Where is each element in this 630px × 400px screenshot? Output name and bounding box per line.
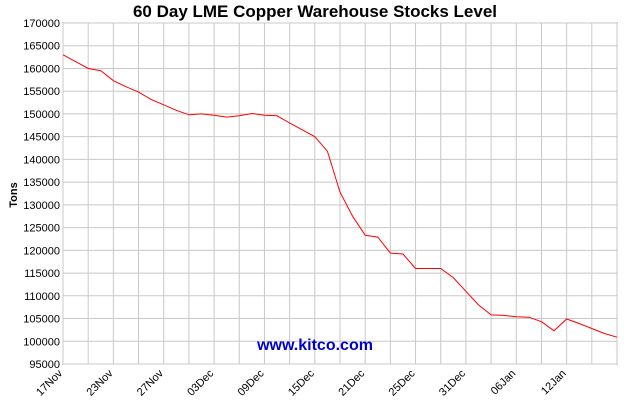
- y-tick-label: 105000: [23, 314, 60, 326]
- y-tick-label: 140000: [23, 154, 60, 166]
- data-point: [87, 67, 90, 70]
- y-tick-label: 100000: [23, 336, 60, 348]
- y-tick-label: 110000: [24, 291, 60, 303]
- data-point: [175, 109, 178, 112]
- data-point: [527, 316, 530, 319]
- y-tick-label: 115000: [24, 268, 60, 280]
- data-point: [540, 320, 543, 323]
- x-tick-label: 31Dec: [437, 367, 468, 398]
- series-group: [62, 53, 619, 339]
- y-tick-label: 150000: [23, 109, 60, 121]
- data-point: [515, 315, 518, 318]
- x-tick-label: 15Dec: [286, 367, 317, 398]
- y-tick-label: 95000: [29, 359, 60, 371]
- data-point: [225, 116, 228, 119]
- y-tick-label: 120000: [23, 245, 60, 257]
- data-point: [439, 267, 442, 270]
- y-axis-label: Tons: [8, 182, 20, 207]
- data-point: [553, 329, 556, 332]
- x-tick-label: 17Nov: [34, 367, 65, 398]
- x-tick-label: 23Nov: [85, 367, 116, 398]
- data-point: [578, 322, 581, 325]
- chart-title: 60 Day LME Copper Warehouse Stocks Level: [133, 2, 497, 21]
- data-point: [288, 122, 291, 125]
- data-point: [250, 112, 253, 115]
- watermark: www.kitco.com: [256, 337, 373, 354]
- x-tick-label: 27Nov: [135, 367, 166, 398]
- x-tick-label: 21Dec: [336, 367, 367, 398]
- y-tick-label: 160000: [23, 63, 60, 75]
- data-point: [276, 114, 279, 117]
- y-tick-labels: 95000 100000 105000 110000 115000 120000 12500…: [23, 18, 60, 371]
- data-point: [162, 103, 165, 106]
- data-point: [565, 317, 568, 320]
- data-point: [200, 112, 203, 115]
- data-point: [502, 314, 505, 317]
- data-point: [313, 135, 316, 138]
- data-point: [74, 60, 77, 63]
- y-tick-label: 155000: [23, 86, 60, 98]
- x-tick-labels: 17Nov 23Nov 27Nov 03Dec 09Dec 15Dec 21Dec 25Dec…: [34, 367, 569, 398]
- data-point: [477, 303, 480, 306]
- data-point: [616, 336, 619, 339]
- y-tick-label: 125000: [23, 223, 60, 235]
- data-point: [603, 332, 606, 335]
- series-line: [62, 54, 618, 338]
- x-tick-label: 06Jan: [489, 368, 519, 398]
- data-point: [301, 128, 304, 131]
- data-point: [137, 91, 140, 94]
- y-tick-label: 135000: [23, 177, 60, 189]
- data-point: [389, 252, 392, 255]
- data-point: [62, 53, 65, 56]
- data-point: [490, 313, 493, 316]
- data-point: [124, 85, 127, 88]
- data-point: [351, 215, 354, 218]
- data-point: [326, 150, 329, 153]
- data-point: [213, 114, 216, 117]
- x-tick-label: 03Dec: [185, 367, 216, 398]
- data-point: [452, 276, 455, 279]
- data-point: [99, 69, 102, 72]
- y-tick-label: 145000: [23, 132, 60, 144]
- y-tick-label: 170000: [23, 18, 60, 30]
- data-point: [364, 234, 367, 237]
- data-point: [464, 290, 467, 293]
- data-point: [187, 113, 190, 116]
- data-point: [401, 252, 404, 255]
- grid-lines: [62, 22, 618, 365]
- data-point: [376, 236, 379, 239]
- data-point: [238, 114, 241, 117]
- data-point: [263, 114, 266, 117]
- x-tick-label: 25Dec: [387, 367, 418, 398]
- data-point: [339, 191, 342, 194]
- x-tick-label: 12Jan: [539, 368, 569, 398]
- x-tick-label: 09Dec: [236, 367, 267, 398]
- data-point: [414, 267, 417, 270]
- data-point: [112, 79, 115, 82]
- data-point: [150, 98, 153, 101]
- y-tick-label: 165000: [23, 41, 60, 53]
- data-point: [427, 267, 430, 270]
- y-tick-label: 130000: [23, 200, 60, 212]
- data-point: [590, 327, 593, 330]
